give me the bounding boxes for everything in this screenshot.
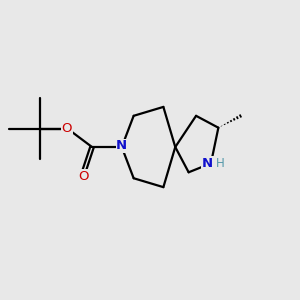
Text: O: O: [78, 170, 88, 183]
Text: N: N: [202, 157, 213, 170]
Text: H: H: [216, 157, 225, 170]
Text: N: N: [116, 139, 127, 152]
Text: O: O: [61, 122, 72, 135]
